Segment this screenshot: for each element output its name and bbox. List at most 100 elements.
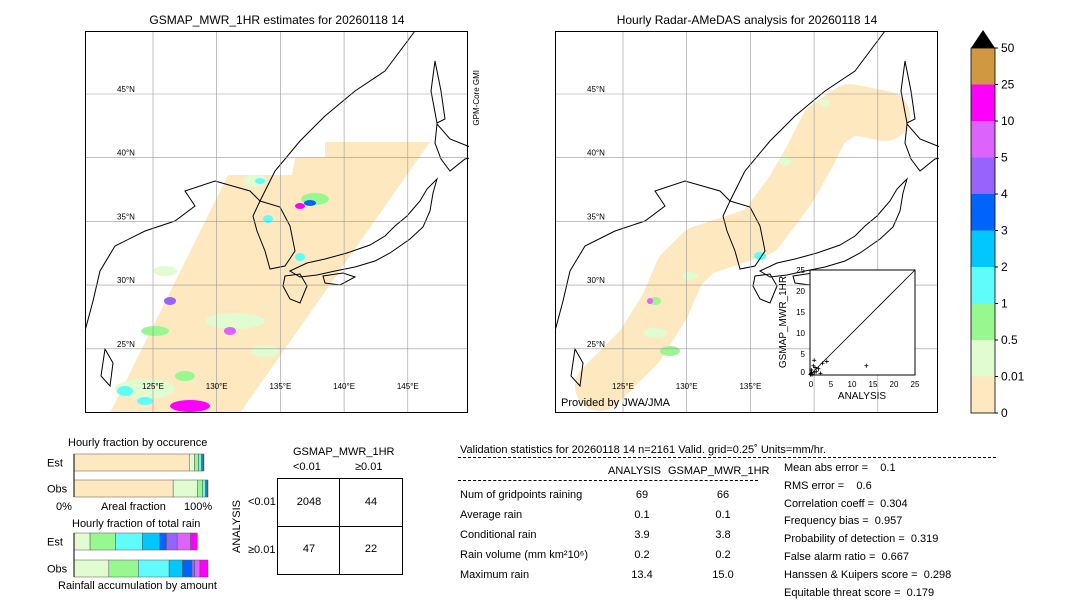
occ-x100: 100% bbox=[184, 501, 213, 513]
score-item: False alarm ratio = 0.667 bbox=[784, 551, 910, 563]
swath-area bbox=[110, 142, 430, 413]
totalrain-bars: Est Obs bbox=[47, 532, 209, 578]
y-tick: 15 bbox=[796, 308, 805, 317]
map-frame bbox=[555, 31, 938, 413]
lat-tick: 40°N bbox=[117, 149, 135, 158]
stat-gsmap: 3.8 bbox=[715, 529, 731, 541]
scatter-point bbox=[808, 372, 813, 377]
rain-patch bbox=[263, 215, 273, 223]
analysis-area bbox=[575, 84, 910, 411]
totalrain-title: Hourly fraction of total rain bbox=[72, 518, 201, 530]
coastline-hokkaido bbox=[434, 122, 469, 172]
bar-segment bbox=[73, 532, 91, 551]
stat-label: Num of gridpoints raining bbox=[460, 489, 583, 501]
bar-segment bbox=[89, 532, 116, 551]
occ-xlabel: Areal fraction bbox=[101, 501, 166, 513]
colorbar-label: 2 bbox=[1001, 260, 1008, 274]
coastline-honshu bbox=[758, 177, 909, 278]
bar-segment bbox=[194, 559, 201, 578]
score-item: Equitable threat score = 0.179 bbox=[784, 586, 935, 599]
stat-label: Maximum rain bbox=[460, 569, 530, 581]
occ-x0: 0% bbox=[56, 501, 72, 513]
rain-patch bbox=[660, 346, 680, 356]
lat-tick: 45°N bbox=[117, 85, 135, 94]
lat-tick: 35°N bbox=[587, 212, 605, 221]
colorbar-segment bbox=[971, 230, 995, 267]
colorbar-label: 10 bbox=[1001, 114, 1015, 128]
coastline-shikoku bbox=[322, 272, 357, 286]
lon-tick: 125°E bbox=[612, 382, 634, 391]
rain-patch bbox=[117, 386, 133, 396]
scatter-point bbox=[812, 370, 817, 375]
bar-category: Obs bbox=[47, 484, 68, 496]
x-tick: 15 bbox=[869, 380, 878, 389]
contingency-row1: ≥0.01 bbox=[248, 544, 276, 556]
colorbar-label: 0.01 bbox=[1001, 370, 1025, 384]
coastline-taiwan bbox=[570, 347, 584, 388]
rain-patch bbox=[295, 203, 305, 209]
bar-segment bbox=[190, 532, 198, 551]
bar-segment bbox=[108, 559, 139, 578]
contingency-col1: ≥0.01 bbox=[355, 461, 383, 473]
colorbar-segment bbox=[971, 121, 995, 158]
colorbar-label: 0.5 bbox=[1001, 333, 1018, 347]
bar-segment bbox=[138, 559, 170, 578]
lon-tick: 135°E bbox=[269, 382, 291, 391]
coastline bbox=[85, 31, 416, 332]
left-map-title: GSMAP_MWR_1HR estimates for 20260118 14 bbox=[149, 13, 405, 27]
y-tick: 10 bbox=[796, 329, 805, 338]
colorbar-segment bbox=[971, 48, 995, 85]
totalrain-xlabel: Rainfall accumulation by amount bbox=[58, 580, 217, 592]
lon-tick: 125°E bbox=[142, 382, 164, 391]
stat-label: Conditional rain bbox=[460, 529, 537, 541]
colorbar-segment bbox=[971, 340, 995, 377]
lon-tick: 130°E bbox=[676, 382, 698, 391]
y-tick: 5 bbox=[801, 350, 806, 359]
scatter-point bbox=[816, 366, 821, 371]
stat-analysis: 69 bbox=[635, 489, 649, 501]
bar-segment bbox=[202, 479, 206, 498]
scatter-point bbox=[809, 367, 814, 372]
colorbar-extend-arrow bbox=[971, 30, 995, 48]
rain-patch bbox=[682, 272, 698, 280]
stat-gsmap: 15.0 bbox=[712, 569, 734, 581]
bar-segment bbox=[159, 532, 167, 551]
colorbar-label: 0 bbox=[1001, 406, 1008, 420]
rain-patch bbox=[251, 345, 279, 357]
scatter-ylabel: GSMAP_MWR_1HR bbox=[778, 276, 789, 368]
rain-patch bbox=[295, 253, 305, 261]
coastline-korea bbox=[252, 200, 296, 270]
bar-segment bbox=[142, 532, 161, 551]
cell-miss: 47 bbox=[302, 543, 316, 555]
coastline-sakhalin bbox=[900, 60, 916, 124]
bar-segment bbox=[172, 479, 198, 498]
bar-category: Est bbox=[47, 458, 63, 470]
lon-tick: 135°E bbox=[739, 382, 761, 391]
rain-patch bbox=[205, 313, 265, 329]
x-tick: 0 bbox=[809, 380, 814, 389]
scatter-point bbox=[812, 358, 817, 363]
bar-segment bbox=[194, 453, 199, 472]
cell-hit: 22 bbox=[364, 543, 378, 555]
colorbar-segment bbox=[971, 194, 995, 231]
scatter-xlabel: ANALYSIS bbox=[838, 391, 886, 402]
bar-segment bbox=[202, 453, 205, 472]
right-map-title: Hourly Radar-AMeDAS analysis for 2026011… bbox=[616, 13, 878, 27]
colorbar-label: 1 bbox=[1001, 297, 1008, 311]
y-tick: 0 bbox=[801, 368, 806, 377]
stat-analysis: 0.2 bbox=[634, 549, 650, 561]
bar-segment bbox=[73, 479, 174, 498]
scatter-point bbox=[814, 369, 819, 374]
stat-gsmap: 0.2 bbox=[715, 549, 731, 561]
credit-label: Provided by JWA/JMA bbox=[561, 397, 671, 409]
stat-gsmap: 66 bbox=[716, 489, 730, 501]
bar-segment bbox=[168, 559, 183, 578]
lat-tick: 40°N bbox=[587, 149, 605, 158]
contingency-title: GSMAP_MWR_1HR bbox=[293, 446, 395, 458]
scatter-inset: 00 5 5 10 10 15 15 20 20 25 25 ANALYSIS GSMAP_MWR_1H… bbox=[778, 266, 920, 402]
rain-patch bbox=[153, 266, 177, 276]
lat-tick: 30°N bbox=[117, 276, 135, 285]
occurrence-title: Hourly fraction by occurence bbox=[68, 437, 208, 449]
bar-segment bbox=[199, 559, 209, 578]
